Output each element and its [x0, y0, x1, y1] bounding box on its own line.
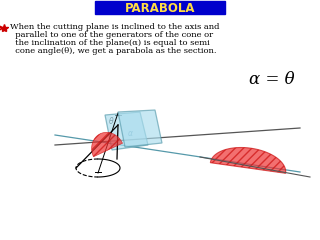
Text: θ: θ	[109, 116, 113, 126]
Polygon shape	[210, 148, 286, 173]
Text: α = θ: α = θ	[249, 72, 295, 89]
Text: When the cutting plane is inclined to the axis and: When the cutting plane is inclined to th…	[10, 23, 220, 31]
FancyBboxPatch shape	[95, 1, 225, 14]
Polygon shape	[118, 110, 162, 147]
Text: α: α	[127, 128, 132, 138]
Text: parallel to one of the generators of the cone or: parallel to one of the generators of the…	[10, 31, 213, 39]
Text: cone angle(θ), we get a parabola as the section.: cone angle(θ), we get a parabola as the …	[10, 47, 217, 55]
Polygon shape	[105, 112, 148, 150]
Text: the inclination of the plane(α) is equal to semi: the inclination of the plane(α) is equal…	[10, 39, 210, 47]
Polygon shape	[92, 132, 123, 157]
Text: PARABOLA: PARABOLA	[125, 1, 195, 14]
